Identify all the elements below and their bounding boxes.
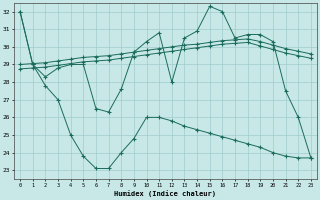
- X-axis label: Humidex (Indice chaleur): Humidex (Indice chaleur): [115, 190, 217, 197]
